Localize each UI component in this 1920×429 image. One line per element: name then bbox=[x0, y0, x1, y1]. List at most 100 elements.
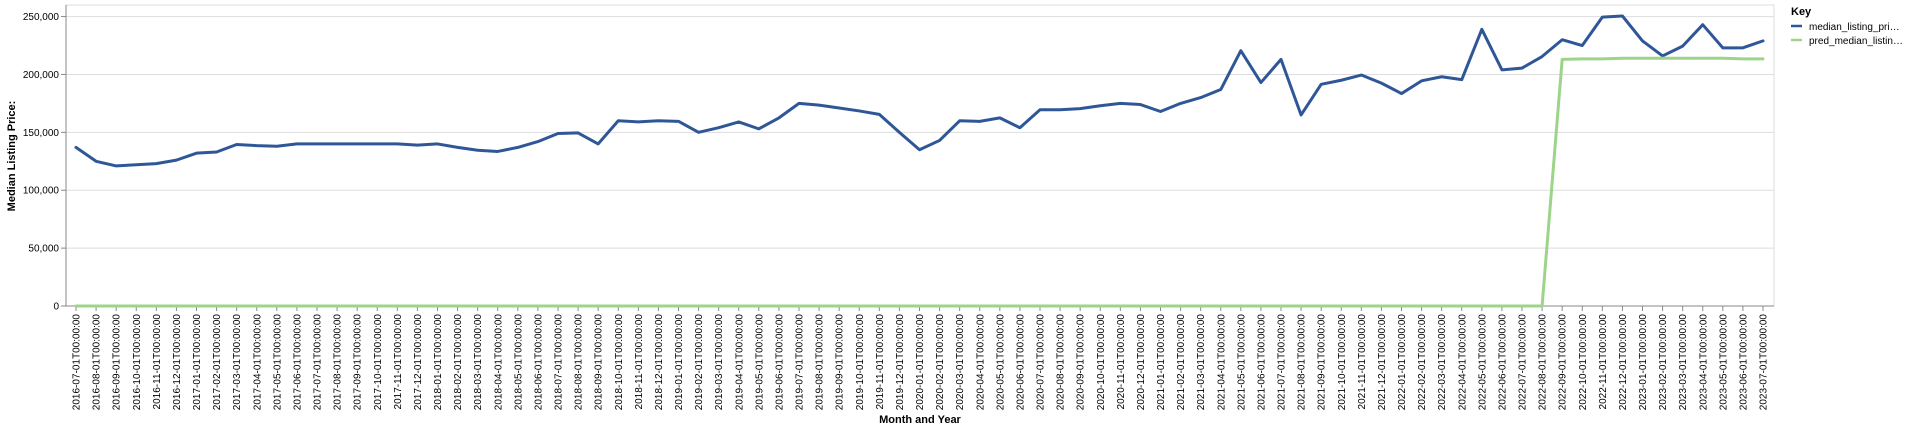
x-tick-label: 2021-03-01T00:00:00 bbox=[1196, 314, 1207, 411]
x-tick-label: 2020-01-01T00:00:00 bbox=[915, 314, 926, 411]
series-line-0 bbox=[74, 14, 1765, 168]
x-tick-label: 2017-07-01T00:00:00 bbox=[313, 314, 324, 411]
x-tick-label: 2019-05-01T00:00:00 bbox=[754, 314, 765, 411]
x-tick-label: 2022-01-01T00:00:00 bbox=[1397, 314, 1408, 411]
plot-area-frame bbox=[65, 4, 1775, 307]
x-tick-label: 2019-12-01T00:00:00 bbox=[895, 314, 906, 411]
x-tick-label: 2021-11-01T00:00:00 bbox=[1357, 314, 1368, 410]
x-tick-label: 2018-12-01T00:00:00 bbox=[654, 314, 665, 411]
x-tick-label: 2023-06-01T00:00:00 bbox=[1738, 314, 1749, 411]
x-tick-label: 2022-05-01T00:00:00 bbox=[1477, 314, 1488, 411]
x-tick-label: 2016-09-01T00:00:00 bbox=[112, 314, 123, 411]
x-tick-label: 2021-01-01T00:00:00 bbox=[1156, 314, 1167, 411]
x-tick-label: 2018-11-01T00:00:00 bbox=[634, 314, 645, 410]
x-tick-label: 2020-09-01T00:00:00 bbox=[1076, 314, 1087, 411]
x-tick-label: 2020-11-01T00:00:00 bbox=[1116, 314, 1127, 410]
x-tick-label: 2020-12-01T00:00:00 bbox=[1136, 314, 1147, 411]
x-tick-label: 2018-10-01T00:00:00 bbox=[614, 314, 625, 411]
x-tick-label: 2021-08-01T00:00:00 bbox=[1297, 314, 1308, 411]
series-line-1 bbox=[74, 56, 1765, 308]
x-tick-label: 2021-10-01T00:00:00 bbox=[1337, 314, 1348, 411]
x-tick-label: 2017-09-01T00:00:00 bbox=[353, 314, 364, 411]
x-tick-label: 2022-11-01T00:00:00 bbox=[1598, 314, 1609, 410]
y-tick-label: 0 bbox=[53, 302, 59, 313]
legend-title: Key bbox=[1791, 6, 1812, 18]
x-tick-label: 2019-10-01T00:00:00 bbox=[855, 314, 866, 411]
x-tick-label: 2019-03-01T00:00:00 bbox=[714, 314, 725, 411]
x-tick-label: 2022-10-01T00:00:00 bbox=[1578, 314, 1589, 411]
y-tick-label: 150,000 bbox=[23, 128, 60, 139]
gridlines bbox=[66, 16, 1774, 307]
x-tick-label: 2016-10-01T00:00:00 bbox=[132, 314, 143, 411]
y-tick-label: 200,000 bbox=[23, 70, 60, 81]
x-tick-label: 2017-05-01T00:00:00 bbox=[272, 314, 283, 411]
x-tick-label: 2020-07-01T00:00:00 bbox=[1036, 314, 1047, 411]
x-tick-label: 2017-02-01T00:00:00 bbox=[212, 314, 223, 411]
x-axis: 2016-07-01T00:00:00 2016-08-01T00:00:00 20… bbox=[66, 305, 1774, 411]
x-tick-label: 2019-06-01T00:00:00 bbox=[774, 314, 785, 411]
x-tick-label: 2018-07-01T00:00:00 bbox=[554, 314, 565, 411]
x-tick-label: 2019-02-01T00:00:00 bbox=[694, 314, 705, 411]
y-tick-label: 50,000 bbox=[28, 244, 59, 255]
x-tick-label: 2019-04-01T00:00:00 bbox=[734, 314, 745, 411]
x-tick-label: 2022-07-01T00:00:00 bbox=[1518, 314, 1529, 411]
x-tick-label: 2021-12-01T00:00:00 bbox=[1377, 314, 1388, 411]
x-tick-label: 2018-09-01T00:00:00 bbox=[594, 314, 605, 411]
y-tick-label: 250,000 bbox=[23, 12, 60, 23]
x-tick-label: 2016-08-01T00:00:00 bbox=[92, 314, 103, 411]
x-tick-label: 2018-05-01T00:00:00 bbox=[513, 314, 524, 411]
legend: Key median_listing_pri… pred_median_list… bbox=[1791, 6, 1903, 47]
x-tick-label: 2023-01-01T00:00:00 bbox=[1638, 314, 1649, 411]
legend-label-series-1: pred_median_listin… bbox=[1809, 36, 1903, 47]
x-tick-label: 2023-04-01T00:00:00 bbox=[1698, 314, 1709, 411]
x-tick-label: 2019-09-01T00:00:00 bbox=[835, 314, 846, 411]
x-tick-label: 2018-04-01T00:00:00 bbox=[493, 314, 504, 411]
x-tick-label: 2021-02-01T00:00:00 bbox=[1176, 314, 1187, 411]
x-tick-label: 2022-08-01T00:00:00 bbox=[1538, 314, 1549, 411]
x-tick-label: 2017-08-01T00:00:00 bbox=[333, 314, 344, 411]
x-tick-label: 2022-12-01T00:00:00 bbox=[1618, 314, 1629, 411]
y-axis: 0 50,000 100,000 150,000 200,000 250,000 bbox=[23, 5, 67, 313]
x-tick-label: 2021-04-01T00:00:00 bbox=[1216, 314, 1227, 411]
x-tick-label: 2017-04-01T00:00:00 bbox=[252, 314, 263, 411]
x-tick-label: 2016-07-01T00:00:00 bbox=[72, 314, 83, 411]
x-tick-label: 2020-10-01T00:00:00 bbox=[1096, 314, 1107, 411]
x-tick-label: 2018-08-01T00:00:00 bbox=[574, 314, 585, 411]
x-tick-label: 2020-02-01T00:00:00 bbox=[935, 314, 946, 411]
x-tick-label: 2021-06-01T00:00:00 bbox=[1256, 314, 1267, 411]
x-tick-label: 2021-07-01T00:00:00 bbox=[1277, 314, 1288, 411]
x-tick-label: 2023-02-01T00:00:00 bbox=[1658, 314, 1669, 411]
x-tick-label: 2019-11-01T00:00:00 bbox=[875, 314, 886, 410]
x-tick-label: 2018-06-01T00:00:00 bbox=[533, 314, 544, 411]
y-tick-label: 100,000 bbox=[23, 186, 60, 197]
x-tick-label: 2020-08-01T00:00:00 bbox=[1056, 314, 1067, 411]
x-tick-label: 2017-12-01T00:00:00 bbox=[413, 314, 424, 411]
x-tick-label: 2022-09-01T00:00:00 bbox=[1558, 314, 1569, 411]
x-tick-label: 2020-03-01T00:00:00 bbox=[955, 314, 966, 411]
x-tick-label: 2022-06-01T00:00:00 bbox=[1497, 314, 1508, 411]
x-tick-label: 2022-02-01T00:00:00 bbox=[1417, 314, 1428, 411]
x-tick-label: 2018-01-01T00:00:00 bbox=[433, 314, 444, 411]
x-tick-label: 2016-11-01T00:00:00 bbox=[152, 314, 163, 410]
x-axis-title: Month and Year bbox=[879, 414, 961, 426]
x-tick-label: 2018-03-01T00:00:00 bbox=[473, 314, 484, 411]
x-tick-label: 2023-07-01T00:00:00 bbox=[1759, 314, 1770, 411]
series-layer bbox=[74, 14, 1765, 308]
x-tick-label: 2017-06-01T00:00:00 bbox=[292, 314, 303, 411]
x-tick-label: 2020-05-01T00:00:00 bbox=[995, 314, 1006, 411]
x-tick-label: 2017-03-01T00:00:00 bbox=[232, 314, 243, 411]
x-tick-label: 2019-08-01T00:00:00 bbox=[815, 314, 826, 411]
x-tick-label: 2020-04-01T00:00:00 bbox=[975, 314, 986, 411]
x-tick-label: 2023-03-01T00:00:00 bbox=[1678, 314, 1689, 411]
x-tick-label: 2021-09-01T00:00:00 bbox=[1317, 314, 1328, 411]
x-tick-label: 2017-11-01T00:00:00 bbox=[393, 314, 404, 410]
x-tick-label: 2019-01-01T00:00:00 bbox=[674, 314, 685, 411]
x-tick-label: 2022-03-01T00:00:00 bbox=[1437, 314, 1448, 411]
x-tick-label: 2020-06-01T00:00:00 bbox=[1015, 314, 1026, 411]
x-tick-label: 2017-10-01T00:00:00 bbox=[373, 314, 384, 411]
x-tick-label: 2023-05-01T00:00:00 bbox=[1718, 314, 1729, 411]
x-tick-label: 2021-05-01T00:00:00 bbox=[1236, 314, 1247, 411]
legend-label-series-0: median_listing_pri… bbox=[1809, 22, 1900, 33]
x-tick-label: 2022-04-01T00:00:00 bbox=[1457, 314, 1468, 411]
